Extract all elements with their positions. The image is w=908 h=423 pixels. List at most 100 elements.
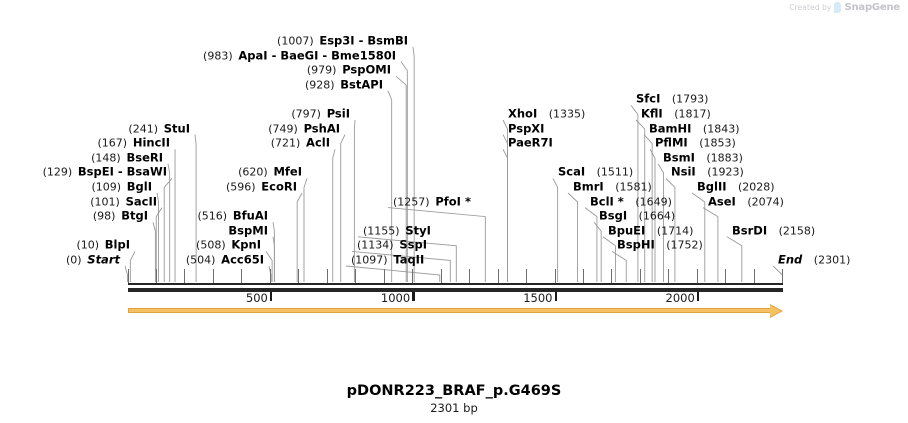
restriction-site-label-bamhi[interactable]: BamHI (1843) <box>649 122 740 136</box>
leader-line-xhoi <box>502 119 508 282</box>
restriction-site-label-sacii[interactable]: (101) SacII <box>90 194 157 209</box>
restriction-site-label-bsrdi[interactable]: BsrDI (2158) <box>732 224 816 238</box>
site-enzyme-name: SfcI <box>636 91 661 106</box>
orf-arrow-body[interactable] <box>127 308 772 313</box>
restriction-site-label-ecori[interactable]: (596) EcoRI <box>226 180 297 194</box>
restriction-site-label-bglii[interactable]: BglII (2028) <box>697 179 775 194</box>
restriction-site-label-bgli[interactable]: (109) BglI <box>91 179 152 194</box>
restriction-site-label-bspmi[interactable]: BspMI <box>228 224 268 237</box>
ruler-minor-tick <box>355 269 357 283</box>
site-enzyme-name: PspOMI <box>342 62 391 77</box>
site-position: (2158) <box>778 224 816 238</box>
restriction-site-label-pshai[interactable]: (749) PshAI <box>268 122 340 136</box>
site-enzyme-name: BglII <box>697 179 727 194</box>
leader-line-btgi <box>152 222 156 282</box>
restriction-site-label-start[interactable]: (0) Start <box>65 253 120 267</box>
restriction-site-label-bspei-bsawi[interactable]: (129) BspEI - BsaWI <box>43 164 167 179</box>
ruler-tick-label: 1500 <box>523 291 553 305</box>
site-enzyme-name: KpnI <box>231 237 261 252</box>
ruler-minor-tick <box>212 269 214 283</box>
restriction-site-label-asei[interactable]: AseI (2074) <box>708 195 784 209</box>
plasmid-size: 2301 bp <box>430 401 478 415</box>
site-enzyme-name: Acc65I <box>221 252 264 267</box>
restriction-site-label-pspxi[interactable]: PspXI <box>508 122 544 135</box>
leader-line-bsphi <box>611 251 627 282</box>
ruler-minor-tick <box>383 269 385 283</box>
leader-line-stui <box>194 134 197 282</box>
site-position: (2028) <box>738 180 775 194</box>
map-title: pDONR223_BRAF_p.G469S 2301 bp <box>0 383 908 415</box>
site-position: (0) <box>65 253 82 267</box>
site-position: (1752) <box>666 238 703 252</box>
restriction-site-label-xhoi[interactable]: XhoI (1335) <box>508 107 585 121</box>
restriction-site-label-blpi[interactable]: (10) BlpI <box>76 238 130 252</box>
restriction-site-label-bstapi[interactable]: (928) BstAPI <box>305 78 383 92</box>
site-position: (241) <box>128 122 158 136</box>
restriction-site-label-stui[interactable]: (241) StuI <box>128 122 190 136</box>
leader-line-bpuei <box>602 236 616 282</box>
site-position: (2074) <box>747 195 784 209</box>
restriction-site-label-esp3i-bsmbi[interactable]: (1007) Esp3I - BsmBI <box>277 34 408 48</box>
restriction-site-label-hincii[interactable]: (167) HincII <box>98 136 170 150</box>
ruler-major-tick <box>269 292 273 301</box>
site-position: (749) <box>268 122 298 136</box>
leader-line-kfli <box>635 119 646 282</box>
ruler-minor-tick <box>611 269 613 283</box>
leader-line-pspomi <box>395 75 407 282</box>
restriction-site-label-styi[interactable]: (1155) StyI <box>363 224 431 238</box>
leader-line-kpni <box>265 251 273 282</box>
restriction-site-label-kpni[interactable]: (508) KpnI <box>196 237 261 252</box>
restriction-site-label-sspi[interactable]: (1134) SspI <box>357 238 427 252</box>
restriction-site-label-sfci[interactable]: SfcI (1793) <box>636 91 708 106</box>
leader-line-ecori <box>296 192 303 282</box>
restriction-site-label-pspomi[interactable]: (979) PspOMI <box>307 62 391 77</box>
site-position: (1511) <box>596 165 634 179</box>
restriction-site-label-end[interactable]: End (2301) <box>778 253 850 267</box>
site-enzyme-name: BglI <box>126 179 152 194</box>
restriction-site-label-apai-baegi-bme1580i[interactable]: (983) ApaI - BaeGI - Bme1580I <box>203 49 396 63</box>
site-enzyme-name: BmrI <box>573 179 604 194</box>
leader-line-paer7i <box>502 148 508 282</box>
leader-line-sspi <box>351 250 451 282</box>
site-position: (620) <box>238 165 268 179</box>
ruler-minor-tick <box>782 269 784 283</box>
leader-line-taqii <box>345 265 441 282</box>
restriction-site-label-btgi[interactable]: (98) BtgI <box>93 209 148 223</box>
restriction-site-label-bpuei[interactable]: BpuEI (1714) <box>608 224 693 238</box>
leader-line-scai <box>552 178 559 282</box>
restriction-site-label-mfei[interactable]: (620) MfeI <box>238 165 302 179</box>
restriction-site-label-bfuai[interactable]: (516) BfuAI <box>198 209 268 223</box>
leader-line-bsmi <box>657 163 664 282</box>
leader-line-esp3i-bsmbi <box>412 46 415 282</box>
restriction-site-label-nsii[interactable]: NsiI (1923) <box>671 164 744 179</box>
restriction-site-label-bseri[interactable]: (148) BseRI <box>91 151 163 165</box>
restriction-site-label-taqii[interactable]: (1097) TaqII <box>351 253 424 267</box>
leader-line-end <box>772 265 783 282</box>
ruler-minor-tick <box>469 269 471 283</box>
restriction-site-label-bclii[interactable]: BclI * (1649) <box>590 195 672 209</box>
restriction-site-label-pfoi[interactable]: (1257) PfoI * <box>393 195 471 209</box>
site-enzyme-name: SacII <box>125 194 157 209</box>
site-position: (1853) <box>699 136 736 150</box>
restriction-site-label-bsphi[interactable]: BspHI (1752) <box>617 238 703 252</box>
ruler-minor-tick <box>582 269 584 283</box>
restriction-site-label-bsmi[interactable]: BsmI (1883) <box>663 151 743 165</box>
restriction-site-label-paer7i[interactable]: PaeR7I <box>508 136 553 150</box>
restriction-site-label-scai[interactable]: ScaI (1511) <box>558 165 634 179</box>
leader-line-bmri <box>567 192 579 282</box>
restriction-site-label-bsgi[interactable]: BsgI (1664) <box>599 208 675 223</box>
restriction-site-label-acc65i[interactable]: (504) Acc65I <box>186 252 264 267</box>
site-enzyme-name: BsgI <box>599 208 628 223</box>
restriction-site-label-pflmi[interactable]: PflMI (1853) <box>655 136 736 150</box>
restriction-site-label-kfli[interactable]: KflI (1817) <box>641 107 711 121</box>
site-enzyme-name: BspEI - BsaWI <box>77 164 167 179</box>
restriction-site-label-aclii[interactable]: (721) AclI <box>271 136 330 150</box>
ruler-minor-tick <box>668 269 670 283</box>
leader-line-nsii <box>665 178 676 282</box>
ruler-minor-tick <box>497 269 499 283</box>
restriction-site-label-psii[interactable]: (797) PsiI <box>291 107 350 121</box>
ruler-axis-thin <box>127 283 783 285</box>
restriction-site-label-bmri[interactable]: BmrI (1581) <box>573 179 652 194</box>
site-enzyme-name: NsiI <box>671 164 696 179</box>
